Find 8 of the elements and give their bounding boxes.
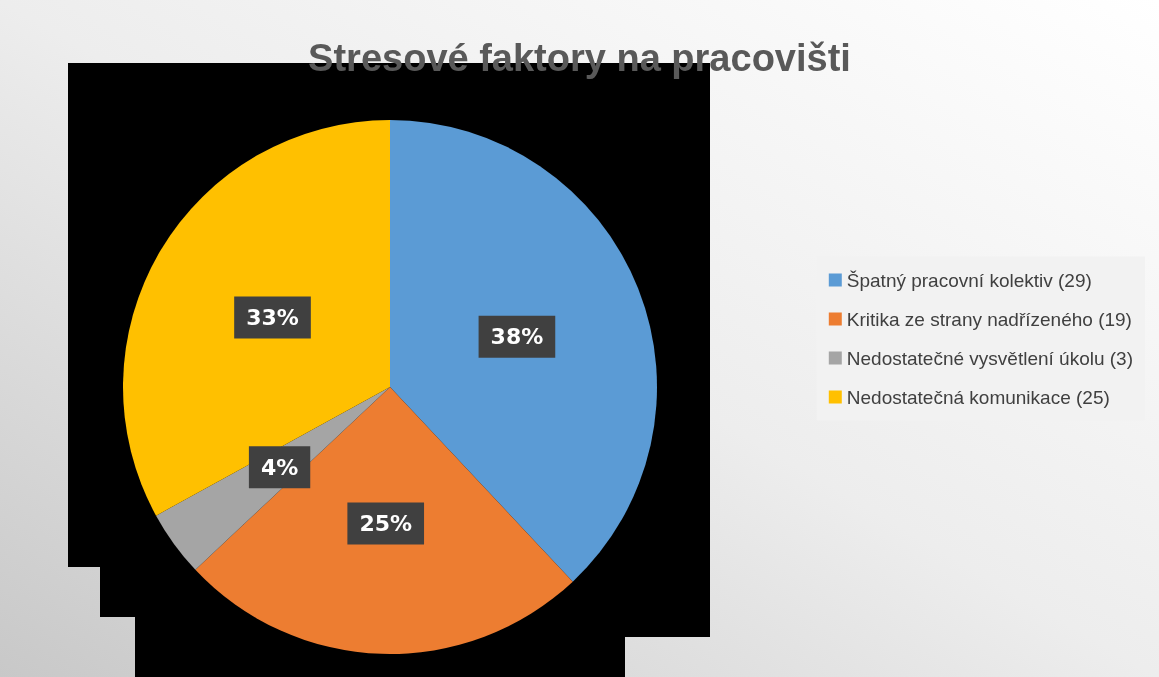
data-label: 25% bbox=[359, 510, 413, 536]
legend-label: Kritika ze strany nadřízeného (19) bbox=[846, 308, 1132, 330]
legend-label: Nedostatečné vysvětlení úkolu (3) bbox=[846, 347, 1134, 369]
data-label: 4% bbox=[260, 454, 299, 480]
data-label: 33% bbox=[246, 305, 299, 331]
legend-label: Špatný pracovní kolektiv (29) bbox=[846, 269, 1092, 291]
legend-label: Nedostatečná komunikace (25) bbox=[846, 386, 1110, 408]
data-label: 38% bbox=[490, 324, 544, 350]
